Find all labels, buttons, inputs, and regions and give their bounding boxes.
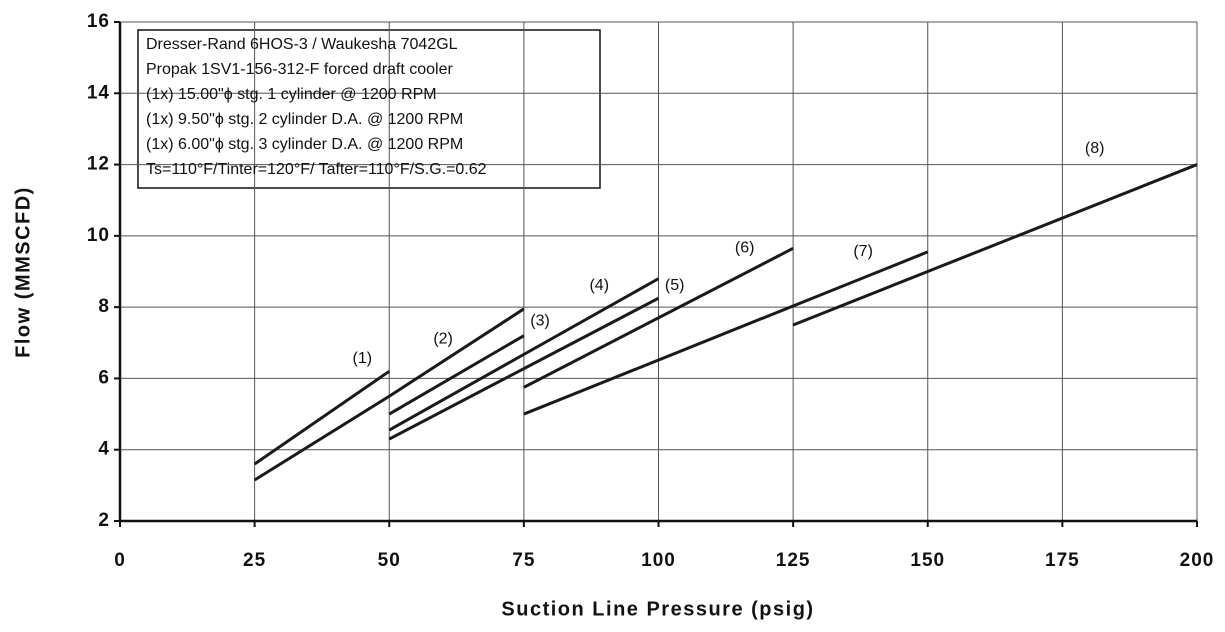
- x-axis-label: Suction Line Pressure (psig): [501, 598, 814, 620]
- x-tick-label: 75: [512, 550, 535, 571]
- info-line: Propak 1SV1-156-312-F forced draft coole…: [146, 61, 454, 78]
- x-tick-label: 50: [378, 550, 401, 571]
- x-tick-label: 125: [776, 550, 811, 571]
- line: [388, 334, 525, 416]
- y-tick-label: 12: [87, 154, 110, 175]
- line: [523, 246, 794, 389]
- info-line: (1x) 6.00"ϕ stg. 3 cylinder D.A. @ 1200 …: [146, 136, 463, 153]
- x-tick-label: 25: [243, 550, 266, 571]
- annotation: (5): [665, 277, 685, 294]
- info-box: [137, 29, 601, 189]
- y-tick-label: 10: [87, 225, 110, 246]
- y-tick-label: 2: [98, 510, 110, 531]
- info-line: (1x) 9.50"ϕ stg. 2 cylinder D.A. @ 1200 …: [146, 111, 463, 128]
- line: [792, 163, 1198, 327]
- annotation: (4): [589, 277, 609, 294]
- line: [253, 394, 391, 482]
- y-tick-label: 4: [98, 439, 110, 460]
- annotation: (1): [353, 350, 373, 367]
- x-tick-label: 175: [1045, 550, 1080, 571]
- annotation: (6): [735, 240, 755, 257]
- annotation: (3): [530, 313, 550, 330]
- info-line: (1x) 15.00"ϕ stg. 1 cylinder @ 1200 RPM: [146, 86, 437, 103]
- y-tick-label: 6: [98, 367, 110, 388]
- y-tick-label: 8: [98, 296, 110, 317]
- line: [388, 296, 660, 441]
- line: [523, 250, 929, 416]
- info-line: Dresser-Rand 6HOS-3 / Waukesha 7042GL: [146, 36, 458, 53]
- y-axis-label: Flow (MMSCFD): [12, 186, 34, 358]
- x-tick-label: 0: [114, 550, 126, 571]
- x-tick-label: 200: [1180, 550, 1215, 571]
- line: [253, 370, 391, 466]
- line: [388, 277, 660, 432]
- annotation: (8): [1085, 140, 1105, 157]
- line: [388, 307, 525, 398]
- info-line: Ts=110°F/Tinter=120°F/ Tafter=110°F/S.G.…: [146, 161, 487, 178]
- annotation: (2): [433, 330, 453, 347]
- annotation: (7): [853, 243, 873, 260]
- x-tick-label: 150: [910, 550, 945, 571]
- x-tick-label: 100: [641, 550, 676, 571]
- y-tick-label: 14: [87, 82, 110, 103]
- y-tick-label: 16: [87, 11, 110, 32]
